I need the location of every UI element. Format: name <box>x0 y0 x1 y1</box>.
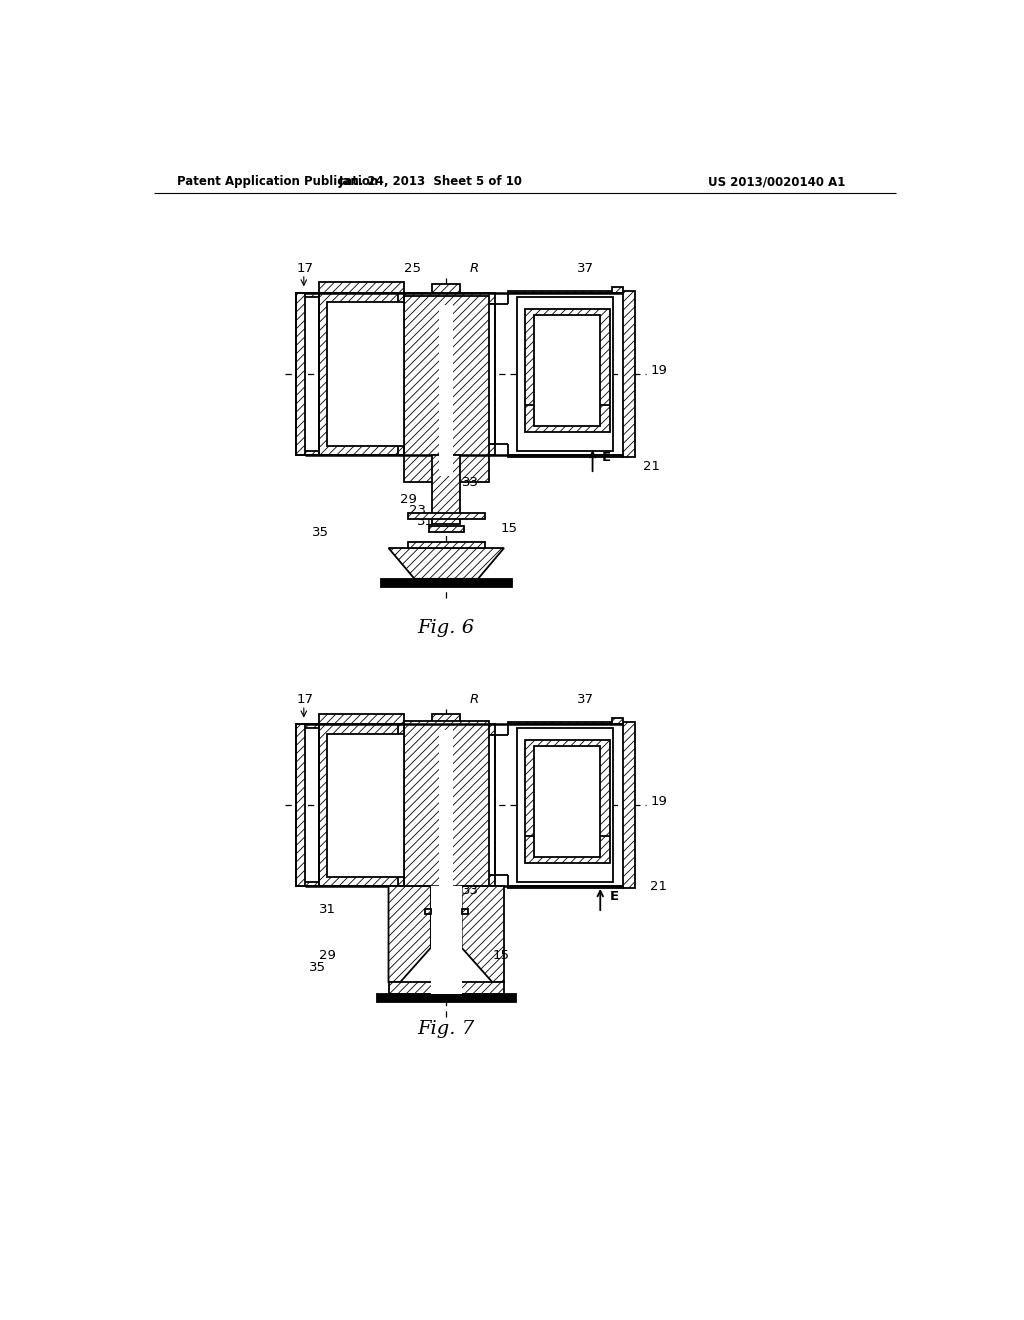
Text: 35: 35 <box>311 525 329 539</box>
Bar <box>327 734 403 876</box>
Bar <box>377 994 515 1002</box>
Text: 21: 21 <box>650 880 668 892</box>
Text: 37: 37 <box>578 693 594 706</box>
Text: 29: 29 <box>319 949 336 962</box>
Text: Jan. 24, 2013  Sheet 5 of 10: Jan. 24, 2013 Sheet 5 of 10 <box>339 176 523 187</box>
Polygon shape <box>397 293 495 304</box>
Text: 15: 15 <box>500 521 517 535</box>
Polygon shape <box>524 739 609 863</box>
Polygon shape <box>524 309 609 432</box>
Polygon shape <box>408 512 484 519</box>
Polygon shape <box>508 722 624 725</box>
Text: 33: 33 <box>462 884 478 896</box>
Polygon shape <box>403 296 488 482</box>
Text: R: R <box>469 693 478 706</box>
Polygon shape <box>296 293 305 455</box>
Polygon shape <box>429 527 464 532</box>
Polygon shape <box>408 543 484 548</box>
Bar <box>431 886 462 994</box>
Polygon shape <box>624 290 635 457</box>
Text: 19: 19 <box>650 795 668 808</box>
Polygon shape <box>296 725 305 886</box>
Polygon shape <box>319 282 403 293</box>
Polygon shape <box>425 909 431 913</box>
Text: Patent Application Publication: Patent Application Publication <box>177 176 378 187</box>
Polygon shape <box>397 725 495 735</box>
Polygon shape <box>388 982 504 994</box>
Polygon shape <box>624 722 635 888</box>
Polygon shape <box>508 886 624 888</box>
Text: Fig. 7: Fig. 7 <box>418 1019 475 1038</box>
Text: Fig. 6: Fig. 6 <box>418 619 475 638</box>
Text: 17: 17 <box>296 693 313 706</box>
Polygon shape <box>296 725 319 729</box>
Polygon shape <box>388 886 431 982</box>
Polygon shape <box>319 714 403 725</box>
Text: 37: 37 <box>578 261 594 275</box>
Bar <box>535 746 600 857</box>
Bar <box>381 578 512 586</box>
Bar <box>397 304 495 444</box>
Polygon shape <box>296 293 319 297</box>
Polygon shape <box>611 718 624 725</box>
Polygon shape <box>611 286 624 293</box>
Polygon shape <box>296 451 319 455</box>
Polygon shape <box>462 909 468 913</box>
Polygon shape <box>319 725 403 886</box>
Text: 35: 35 <box>309 961 327 974</box>
Polygon shape <box>508 290 624 293</box>
Polygon shape <box>403 721 488 894</box>
Text: US 2013/0020140 A1: US 2013/0020140 A1 <box>708 176 846 187</box>
Polygon shape <box>296 882 319 886</box>
Bar <box>439 730 454 887</box>
Bar <box>439 305 454 475</box>
Text: 29: 29 <box>400 494 417 507</box>
Polygon shape <box>432 284 460 293</box>
Text: 23: 23 <box>410 504 426 517</box>
Text: 33: 33 <box>462 475 478 488</box>
Polygon shape <box>397 444 495 455</box>
Text: 25: 25 <box>403 261 421 275</box>
Text: E: E <box>609 890 618 903</box>
Bar <box>327 302 403 446</box>
Polygon shape <box>508 455 624 457</box>
Polygon shape <box>462 886 504 982</box>
Bar <box>517 729 613 882</box>
Text: 17: 17 <box>296 261 313 275</box>
Polygon shape <box>432 455 460 524</box>
Polygon shape <box>397 875 495 886</box>
Text: 19: 19 <box>650 364 668 378</box>
Polygon shape <box>319 293 403 455</box>
Text: 31: 31 <box>319 903 336 916</box>
Bar <box>535 314 600 425</box>
Text: 15: 15 <box>493 949 510 962</box>
Text: R: R <box>469 261 478 275</box>
Polygon shape <box>432 714 460 725</box>
Polygon shape <box>388 548 504 579</box>
Text: E: E <box>602 450 611 463</box>
Text: 31: 31 <box>417 515 434 528</box>
Text: 21: 21 <box>643 461 659 474</box>
Bar <box>397 735 495 875</box>
Bar <box>517 297 613 451</box>
